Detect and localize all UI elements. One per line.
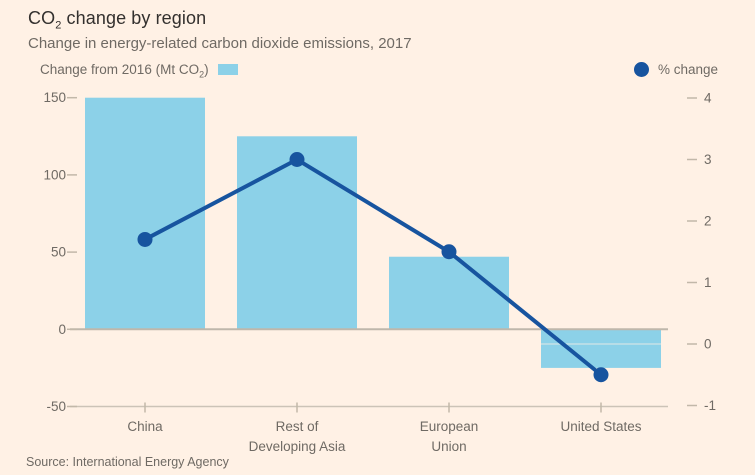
left-axis-tick bbox=[67, 174, 77, 176]
category-label-rest-of-developing-asia: Developing Asia bbox=[249, 439, 346, 454]
right-axis-tick-label: 3 bbox=[704, 152, 712, 167]
category-label-rest-of-developing-asia: Rest of bbox=[276, 419, 319, 434]
left-axis-tick bbox=[67, 96, 77, 99]
chart-plot-area: 150 100 50 0 -50 4 3 2 1 0 -1 China Rest of Developin… bbox=[43, 90, 716, 454]
right-axis-tick bbox=[687, 343, 697, 345]
bar-united-states bbox=[541, 329, 661, 368]
bar-rest-of-developing-asia bbox=[237, 136, 357, 330]
chart-title: CO2 change by region bbox=[28, 8, 207, 32]
dot-rest-of-developing-asia bbox=[289, 152, 305, 167]
legend-bars: Change from 2016 (Mt CO2) bbox=[40, 62, 238, 80]
chart-title-text: CO bbox=[28, 8, 56, 28]
chart-subtitle: Change in energy-related carbon dioxide … bbox=[28, 35, 412, 52]
left-axis-tick-label: 50 bbox=[51, 245, 66, 260]
right-axis-tick bbox=[687, 220, 697, 222]
bar-european-union bbox=[389, 256, 509, 330]
left-axis-tick-label: 150 bbox=[43, 90, 66, 105]
chart-title-subscript: 2 bbox=[55, 19, 62, 32]
dot-european-union bbox=[441, 244, 457, 260]
bar-china bbox=[85, 97, 205, 330]
left-axis-tick-label: 0 bbox=[58, 322, 66, 337]
right-axis-tick bbox=[687, 158, 697, 161]
chart-title-text-suffix: change by region bbox=[61, 8, 207, 28]
category-label-china: China bbox=[127, 419, 163, 434]
right-axis-tick bbox=[687, 404, 697, 407]
category-label-european-union: Union bbox=[431, 439, 466, 454]
legend-line-label: % change bbox=[657, 62, 718, 77]
pct-change-line bbox=[143, 157, 603, 377]
right-axis-tick bbox=[687, 97, 697, 99]
left-axis-tick bbox=[67, 251, 77, 253]
line-legend-dot-icon bbox=[633, 62, 649, 77]
bar-legend-swatch-icon bbox=[217, 64, 238, 75]
category-label-united-states: United States bbox=[560, 419, 641, 434]
dot-china bbox=[137, 231, 153, 247]
legend-bars-label: Change from 2016 (Mt CO2) bbox=[40, 62, 209, 80]
right-axis-tick-label: 0 bbox=[704, 337, 712, 352]
left-axis-tick bbox=[67, 328, 77, 331]
legend-line: % change bbox=[633, 62, 718, 77]
dot-united-states bbox=[593, 367, 609, 383]
right-axis-tick-label: 4 bbox=[704, 91, 712, 106]
right-axis-tick-label: 2 bbox=[704, 214, 712, 229]
right-axis-tick-label: 1 bbox=[704, 275, 712, 290]
left-axis-tick-label: -50 bbox=[46, 399, 66, 414]
left-axis-tick-label: 100 bbox=[43, 167, 66, 182]
source-note: Source: International Energy Agency bbox=[26, 455, 229, 469]
category-label-european-union: European bbox=[420, 419, 479, 434]
right-axis-tick bbox=[687, 281, 697, 284]
left-axis-tick bbox=[67, 405, 77, 408]
right-axis-tick-label: -1 bbox=[704, 398, 716, 413]
